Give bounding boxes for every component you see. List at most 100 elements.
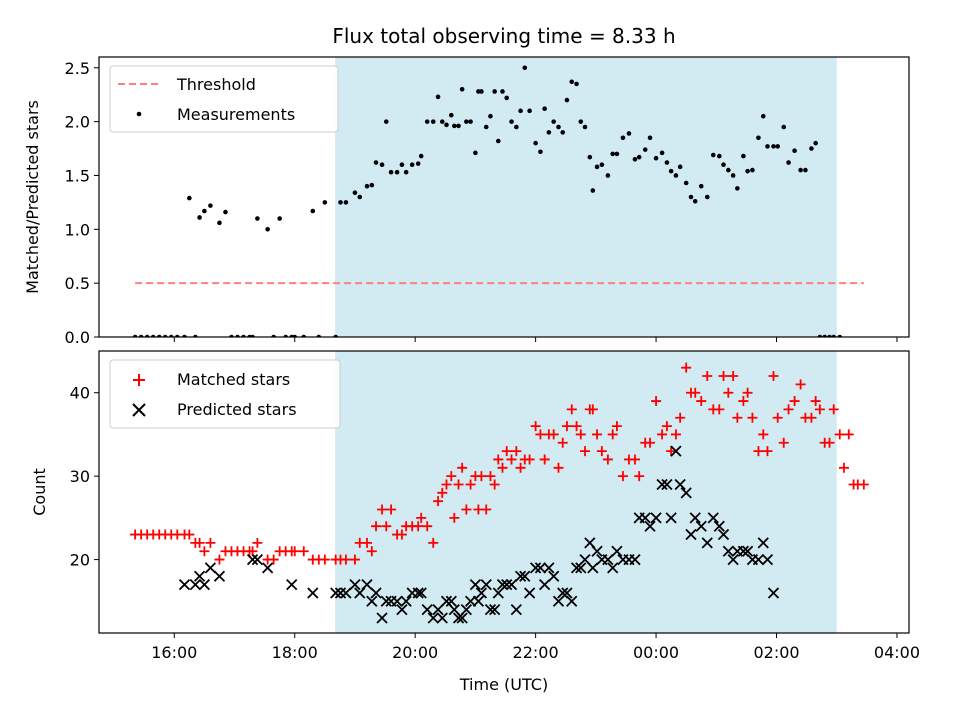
predicted-star-point: [189, 578, 201, 591]
matched-star-point: [587, 404, 598, 415]
matched-star-point: [634, 471, 645, 482]
matched-star-point: [377, 504, 388, 515]
predicted-star-point: [492, 587, 504, 599]
predicted-star-point: [548, 570, 560, 582]
matched-star-point: [617, 471, 628, 482]
measurement-point: [664, 160, 670, 165]
matched-star-point: [298, 546, 309, 557]
measurement-point: [626, 131, 632, 136]
predicted-star-point: [561, 587, 573, 599]
bottom-data-marks: [130, 362, 869, 624]
predicted-star-point: [204, 562, 217, 574]
predicted-star-point: [380, 595, 392, 607]
measurement-point: [338, 200, 343, 205]
measurement-point: [587, 154, 593, 160]
bottom-y-axis-label: Count: [30, 468, 49, 516]
predicted-star-point: [366, 595, 378, 607]
measurement-point: [418, 153, 424, 159]
predicted-star-point: [566, 595, 578, 607]
measurement-point: [771, 144, 776, 149]
top-axes-frame: [98, 56, 910, 338]
measurement-point: [187, 195, 192, 201]
bottom-y-tick-label: 40: [70, 384, 90, 403]
measurement-point: [673, 173, 679, 178]
measurement-point: [730, 173, 736, 178]
measurement-point: [518, 108, 523, 114]
top-panel: 0.0 0.5 1.0 1.5 2.0 2.5 Matched/Predicted sta…: [23, 56, 910, 347]
matched-star-point: [413, 521, 424, 532]
matched-star-point: [789, 396, 800, 407]
top-y-tick-label: 2.0: [65, 113, 90, 132]
predicted-star-point: [701, 537, 713, 549]
measurement-point: [756, 135, 761, 141]
predicted-star-point: [415, 587, 427, 599]
matched-star-point: [611, 421, 622, 432]
predicted-star-point: [644, 520, 656, 532]
matched-star-point: [441, 479, 452, 490]
predicted-star-point: [505, 578, 518, 591]
measurement-point: [551, 119, 556, 124]
measurement-point: [202, 208, 207, 214]
measurement-point: [745, 168, 750, 174]
predicted-star-point: [695, 520, 707, 532]
measurement-point: [343, 200, 349, 205]
predicted-star-point: [519, 570, 531, 582]
measurement-point: [735, 186, 740, 191]
matched-star-point: [645, 437, 656, 448]
matched-star-point: [742, 387, 753, 398]
matched-star-point: [696, 396, 707, 407]
measurement-point: [677, 164, 683, 170]
predicted-star-point: [523, 587, 536, 599]
predicted-star-point: [427, 612, 439, 624]
predicted-star-point: [445, 595, 457, 607]
predicted-star-point: [534, 562, 547, 574]
matched-star-point: [381, 521, 392, 532]
measurement-point: [399, 162, 405, 167]
bottom-x-ticks: 16:00 18:00 20:00 22:00 00:00 02:00 04:00: [151, 633, 920, 662]
predicted-star-point: [685, 528, 697, 541]
matched-star-point: [772, 412, 783, 423]
measurement-point: [369, 182, 375, 188]
matched-star-point: [214, 554, 225, 565]
matched-star-point: [268, 554, 279, 565]
measurement-point: [704, 194, 710, 200]
predicted-star-point: [475, 587, 488, 599]
predicted-star-point: [557, 587, 569, 599]
measurement-point: [582, 124, 588, 130]
matched-star-point: [501, 446, 512, 457]
matched-star-point: [371, 521, 382, 532]
measurement-point: [449, 112, 454, 118]
matched-star-point: [557, 437, 568, 448]
legend-matched-swatch: [133, 374, 145, 386]
measurement-point: [504, 95, 510, 101]
matched-star-point: [433, 496, 444, 507]
matched-star-point: [561, 421, 572, 432]
legend-predicted-swatch: [132, 403, 146, 417]
predicted-star-point: [213, 570, 226, 582]
matched-star-point: [428, 537, 439, 548]
predicted-star-point: [650, 512, 662, 524]
matched-star-point: [670, 429, 681, 440]
measurement-point: [688, 194, 694, 200]
predicted-star-point: [543, 562, 555, 574]
matched-star-point: [489, 479, 500, 490]
measurement-point: [792, 148, 797, 153]
x-tick-label: 02:00: [753, 643, 799, 662]
predicted-star-point: [330, 587, 342, 599]
matched-star-point: [629, 454, 640, 465]
matched-star-point: [607, 429, 618, 440]
matched-star-point: [843, 429, 854, 440]
measurement-point: [647, 135, 653, 141]
measurement-point: [599, 162, 605, 167]
x-tick-label: 20:00: [392, 643, 438, 662]
predicted-star-point: [421, 604, 433, 616]
predicted-star-point: [752, 553, 765, 566]
measurement-point: [741, 153, 746, 159]
predicted-star-point: [607, 562, 619, 574]
measurement-point: [514, 124, 519, 130]
measurement-point: [716, 153, 722, 159]
predicted-star-point: [501, 578, 513, 591]
measurement-point: [798, 167, 803, 173]
measurement-point: [488, 113, 493, 119]
matched-star-point: [457, 462, 468, 473]
